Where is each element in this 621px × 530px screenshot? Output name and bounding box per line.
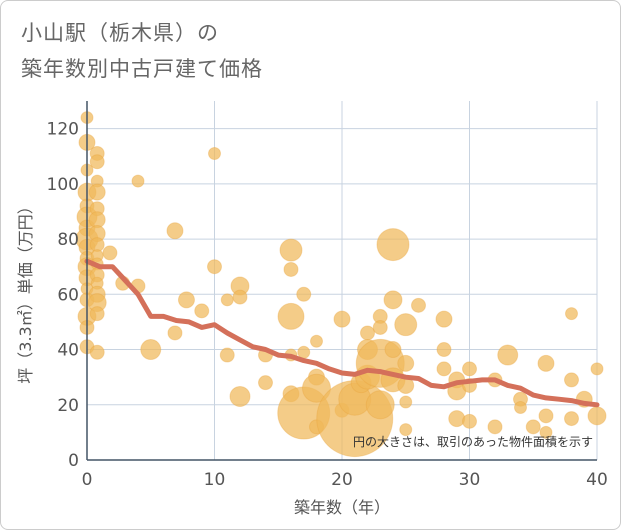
data-point — [564, 372, 579, 388]
data-point — [232, 289, 248, 305]
y-tick-label: 120 — [47, 120, 79, 140]
y-tick-label: 80 — [57, 230, 79, 250]
chart-title-line2: 築年数別中古戸建て価格 — [21, 57, 263, 81]
chart-title-line1: 小山駅（栃木県）の — [21, 21, 219, 45]
data-point — [411, 297, 426, 313]
data-point — [565, 307, 578, 321]
x-tick-label: 0 — [82, 470, 93, 490]
data-point — [383, 290, 403, 310]
x-tick-label: 40 — [586, 470, 608, 490]
data-point — [229, 385, 251, 407]
data-point — [372, 319, 388, 335]
trend-line-group — [84, 258, 600, 408]
x-tick-label: 30 — [459, 470, 481, 490]
data-point — [220, 293, 234, 307]
data-point — [333, 310, 351, 328]
data-point — [497, 344, 519, 366]
data-point — [365, 390, 395, 420]
data-point — [462, 361, 477, 377]
data-point — [89, 306, 105, 322]
data-point — [397, 354, 415, 372]
data-point — [207, 259, 222, 275]
data-point — [279, 238, 303, 262]
data-point — [537, 354, 555, 372]
data-point — [436, 361, 452, 377]
x-tick-label: 10 — [204, 470, 226, 490]
y-axis-title: 坪（3.3㎡）単価（万円） — [16, 198, 35, 383]
size-note: 円の大きさは、取引のあった物件面積を示す — [353, 434, 593, 449]
data-point — [436, 342, 452, 358]
data-point — [384, 341, 402, 359]
y-tick-label: 0 — [68, 451, 79, 471]
y-tick-label: 100 — [47, 175, 79, 195]
data-point — [88, 183, 106, 201]
tick-labels: 0 10 20 30 40 0 20 40 60 80 100 120 — [47, 120, 608, 490]
data-point — [167, 325, 183, 341]
data-point — [302, 373, 331, 403]
data-point — [219, 347, 235, 363]
data-point — [283, 261, 299, 277]
data-point — [394, 313, 418, 337]
y-tick-label: 20 — [57, 396, 79, 416]
data-point — [514, 401, 527, 415]
bubbles — [75, 111, 607, 458]
data-point — [166, 222, 184, 240]
data-point — [310, 334, 323, 348]
data-point — [376, 228, 410, 262]
data-point — [538, 408, 554, 424]
data-point — [399, 423, 413, 437]
data-point — [89, 154, 105, 170]
data-point — [258, 375, 273, 391]
axes — [86, 101, 597, 461]
data-point — [194, 303, 210, 319]
data-point — [462, 413, 477, 429]
data-point — [564, 411, 579, 427]
data-point — [102, 245, 118, 261]
data-point — [297, 345, 311, 359]
data-point — [399, 395, 413, 409]
data-point — [177, 291, 195, 309]
x-axis-title: 築年数（年） — [294, 498, 390, 517]
data-point — [448, 410, 466, 428]
data-point — [525, 419, 541, 435]
data-point — [487, 419, 503, 435]
y-tick-label: 60 — [57, 285, 79, 305]
data-point — [208, 146, 221, 160]
data-point — [539, 425, 553, 439]
data-point — [435, 310, 453, 328]
trend-line — [84, 258, 600, 408]
data-point — [277, 302, 305, 330]
data-point — [587, 406, 607, 426]
data-point — [360, 325, 375, 341]
data-point — [131, 174, 145, 188]
data-point — [296, 286, 312, 302]
x-tick-label: 20 — [331, 470, 353, 490]
data-point — [89, 344, 105, 360]
data-point — [590, 362, 604, 376]
chart-title: 小山駅（栃木県）の 築年数別中古戸建て価格 — [21, 15, 263, 87]
data-point — [140, 339, 162, 361]
y-tick-label: 40 — [57, 341, 79, 361]
